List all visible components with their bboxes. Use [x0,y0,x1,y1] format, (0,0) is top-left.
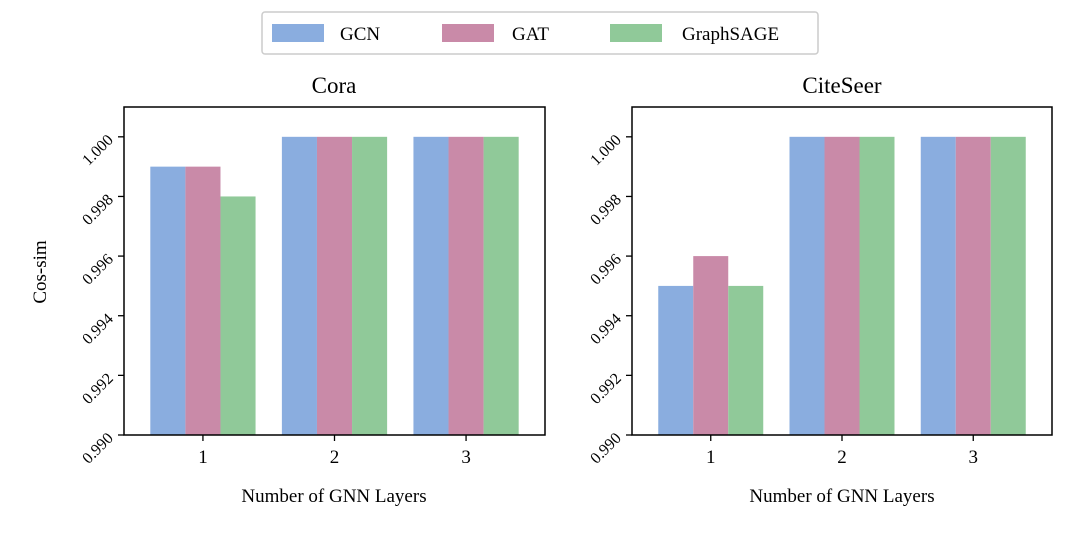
subplot-cora: Cora Cos-sim Number of GNN Layers 1 2 3 0.… [30,73,546,507]
legend-label-graphsage: GraphSAGE [682,24,779,45]
legend-swatch-gat [442,24,494,42]
y-tick-label-citeseer-0.990: 0.990 [587,430,624,467]
x-tick-label-citeseer-1: 1 [706,447,716,468]
y-tick-label-cora-0.994: 0.994 [79,311,116,348]
chart-title-cora: Cora [312,73,357,98]
bar-citeseer-graphsage-3 [990,136,1026,435]
bar-citeseer-gat-3 [955,136,991,435]
bars-cora [150,136,519,435]
x-tick-label-cora-3: 3 [461,447,471,468]
y-ticks-citeseer: 0.990 0.992 0.994 0.996 0.998 1.000 [587,132,632,467]
y-axis-label-cora: Cos-sim [30,240,51,304]
bar-citeseer-gat-2 [824,136,860,435]
y-tick-label-cora-1.000: 1.000 [79,132,116,169]
bar-citeseer-graphsage-2 [859,136,895,435]
y-tick-label-citeseer-0.998: 0.998 [587,191,624,228]
legend-label-gat: GAT [512,24,549,45]
x-ticks-cora: 1 2 3 [198,435,471,468]
plot-frame-citeseer [631,106,1053,436]
bar-citeseer-gcn-3 [920,136,956,435]
x-tick-label-citeseer-2: 2 [837,447,847,468]
y-tick-label-citeseer-0.996: 0.996 [587,251,624,288]
y-tick-label-citeseer-0.994: 0.994 [587,311,624,348]
x-tick-label-cora-1: 1 [198,447,208,468]
bar-cora-graphsage-2 [352,136,388,435]
legend-swatch-gcn [272,24,324,42]
legend-swatch-graphsage [610,24,662,42]
y-tick-label-cora-0.998: 0.998 [79,191,116,228]
y-tick-label-cora-0.992: 0.992 [79,370,116,407]
bar-citeseer-gcn-1 [658,285,694,435]
legend-frame [261,11,819,55]
bar-cora-gat-3 [448,136,484,435]
y-tick-label-citeseer-0.992: 0.992 [587,370,624,407]
bar-citeseer-graphsage-1 [728,285,764,435]
chart-title-citeseer: CiteSeer [802,73,882,98]
legend-label-gcn: GCN [340,24,380,45]
bar-cora-graphsage-3 [483,136,519,435]
bar-citeseer-gat-1 [693,256,729,435]
bar-cora-gat-2 [316,136,353,435]
x-axis-label-cora: Number of GNN Layers [241,486,426,507]
y-ticks-cora: 0.990 0.992 0.994 0.996 0.998 1.000 [79,132,124,467]
x-axis-label-citeseer: Number of GNN Layers [749,486,934,507]
bar-cora-graphsage-1 [220,196,256,435]
bar-cora-gcn-2 [281,136,317,435]
bar-cora-gcn-1 [150,166,186,435]
y-tick-label-citeseer-1.000: 1.000 [587,132,624,169]
x-tick-label-cora-2: 2 [330,447,340,468]
x-ticks-citeseer: 1 2 3 [706,435,978,468]
bar-cora-gat-1 [185,166,221,435]
bar-citeseer-gcn-2 [789,136,825,435]
bar-cora-gcn-3 [413,136,449,435]
legend: GCN GAT GraphSAGE [261,11,819,55]
plot-frame-cora [123,106,546,436]
y-tick-label-cora-0.996: 0.996 [79,251,116,288]
bars-citeseer [658,136,1026,435]
y-tick-label-cora-0.990: 0.990 [79,430,116,467]
x-tick-label-citeseer-3: 3 [969,447,979,468]
